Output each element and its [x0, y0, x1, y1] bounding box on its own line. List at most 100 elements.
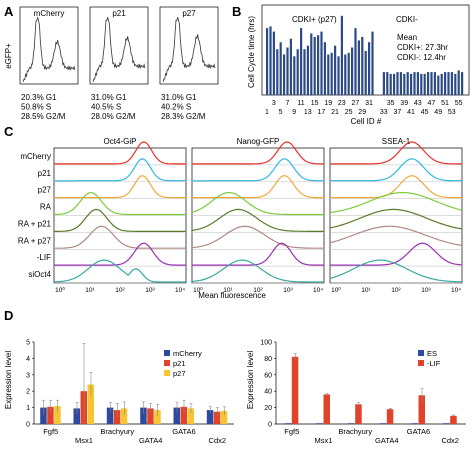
x-tick-bottom: 37 [394, 109, 402, 116]
flow-x-tick: 10² [115, 287, 125, 294]
category-label: Cdx2 [441, 436, 459, 445]
expression-bar [47, 406, 54, 424]
x-tick-bottom: 17 [318, 109, 326, 116]
panel-c-xlabel: Mean fluorescence [198, 291, 266, 300]
cell-bar [427, 72, 430, 95]
cell-bar [293, 56, 296, 95]
cell-bar [303, 49, 306, 95]
category-label: Brachyury [100, 427, 134, 436]
cell-bar [279, 42, 282, 95]
cell-bar [351, 47, 354, 95]
legend-swatch [418, 360, 424, 366]
flow-histogram [191, 259, 324, 283]
flow-x-tick: 10⁴ [451, 287, 461, 294]
cell-bar [340, 15, 343, 95]
x-tick-bottom: 9 [292, 109, 296, 116]
x-tick-bottom: 21 [331, 109, 339, 116]
cell-bar [447, 72, 450, 95]
cell-bar [461, 72, 464, 95]
x-tick-top: 55 [455, 100, 463, 107]
x-tick-top: 43 [414, 100, 422, 107]
category-label: GATA6 [407, 427, 430, 436]
histogram-title: p21 [112, 9, 126, 18]
x-tick-top: 47 [428, 100, 436, 107]
flow-histogram [192, 158, 324, 182]
expression-bar [284, 423, 292, 424]
flow-x-tick: 10⁴ [175, 287, 185, 294]
x-tick-top: 19 [324, 100, 332, 107]
flow-row-label: p21 [38, 169, 52, 178]
x-tick-top: 31 [365, 100, 373, 107]
cell-bar [386, 72, 389, 95]
histogram-curve [162, 17, 216, 83]
cell-bar [444, 72, 447, 95]
expression-bar [180, 406, 187, 424]
cell-bar [337, 56, 340, 95]
expression-bar [87, 384, 94, 424]
panel-letter-c: C [4, 124, 14, 139]
flow-histogram [192, 175, 324, 199]
cell-bar [416, 72, 419, 95]
panel-letter-b: B [232, 4, 241, 19]
expression-bar [379, 423, 387, 424]
flow-histogram [192, 141, 324, 165]
expression-bar [106, 407, 114, 424]
cell-bar [347, 52, 350, 95]
cell-bar [344, 54, 347, 95]
expression-bar [450, 415, 457, 424]
flow-row-label: mCherry [20, 152, 51, 161]
flow-histogram [330, 141, 462, 165]
flow-row-label: -LIF [37, 253, 51, 262]
flow-histogram [329, 192, 463, 214]
y-tick-label: 100 [260, 340, 272, 347]
cell-bar [300, 28, 303, 96]
y-tick-label: 0 [268, 422, 272, 429]
category-label: Cdx2 [209, 436, 227, 445]
flow-x-tick: 10⁰ [193, 286, 203, 294]
histogram-title: mCherry [34, 9, 65, 18]
flow-row-label: siOct4 [28, 270, 51, 279]
flow-x-tick: 10³ [145, 287, 155, 294]
flow-column-title: SSEA-1 [382, 137, 411, 146]
y-tick-label: 1 [26, 405, 30, 412]
legend-swatch [164, 360, 170, 366]
flow-row-label: RA + p21 [18, 220, 52, 229]
category-label: Fgf5 [284, 427, 299, 436]
expression-bar [355, 404, 362, 424]
flow-x-tick: 10² [253, 287, 263, 294]
flow-x-tick: 10⁴ [313, 287, 323, 294]
legend-label: p21 [173, 359, 186, 368]
y-tick-label: 20 [264, 405, 272, 412]
histogram-stat: 28.3% G2/M [161, 112, 206, 121]
cell-bar [393, 73, 396, 95]
cell-bar [430, 72, 433, 95]
flow-histogram [330, 242, 463, 266]
panel-d-left-ylabel: Expression level [4, 351, 13, 409]
flow-x-tick: 10⁰ [55, 286, 65, 294]
cell-bar [320, 31, 323, 96]
flow-histogram [329, 225, 463, 247]
cell-bar [283, 54, 286, 95]
flow-x-tick: 10³ [421, 287, 431, 294]
flow-histogram [54, 175, 186, 199]
cell-bar [310, 33, 313, 95]
x-tick-top: 27 [352, 100, 360, 107]
x-tick-top: 3 [272, 100, 276, 107]
y-tick-label: 0 [26, 422, 30, 429]
x-tick-bottom: 13 [304, 109, 312, 116]
cell-bar [361, 36, 364, 95]
x-tick-bottom: 33 [380, 109, 388, 116]
cell-bar [317, 35, 320, 95]
cell-bar [368, 42, 371, 95]
cell-bar [413, 72, 416, 95]
cell-bar [420, 73, 423, 95]
expression-bar [173, 407, 180, 424]
cell-bar [454, 73, 457, 95]
category-label: Msx1 [75, 436, 93, 445]
x-tick-bottom: 41 [407, 109, 415, 116]
x-tick-top: 11 [297, 100, 304, 107]
flow-x-tick: 10¹ [85, 287, 95, 294]
y-tick-label: 4 [26, 356, 30, 363]
panel-b-xlabel: Cell ID # [351, 117, 382, 126]
